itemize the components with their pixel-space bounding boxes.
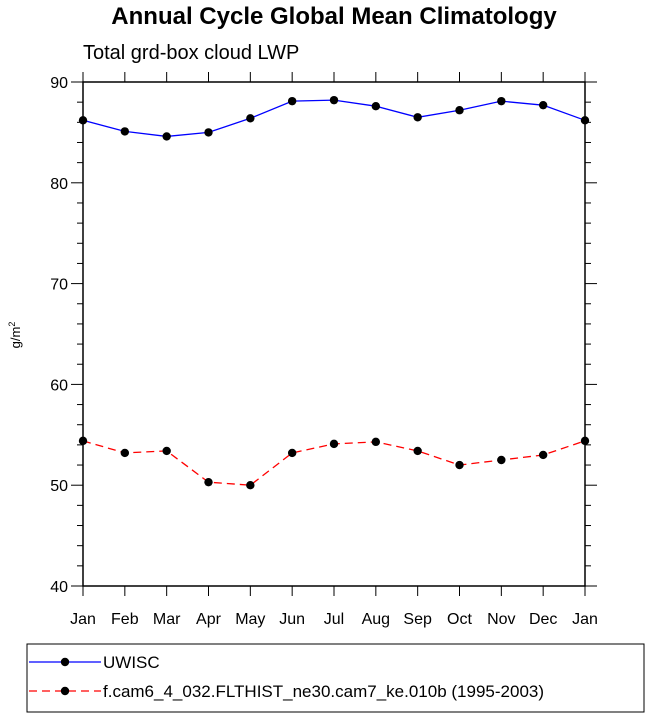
series-0-point [120,127,130,136]
x-tick-label: Jun [279,611,305,628]
series-1-point [497,455,506,465]
series-0-point [329,95,339,105]
series-0-point [538,100,548,110]
y-axis-label-text: g/m [8,327,23,349]
y-tick-label: 80 [50,176,68,193]
series-1-point [455,460,464,470]
y-axis-label-superscript: 2 [7,322,17,327]
series-0-point [455,106,464,115]
legend-marker-0 [60,657,70,667]
y-axis-label: g/m2 [7,322,23,349]
series-1-point [287,448,297,458]
series-0-point [246,114,255,123]
legend-marker-1 [60,686,70,696]
series-0-point [497,96,506,106]
axis-tick-labels: 40 50 60 70 80 90 Jan Feb Mar Apr May Jun Jul Aug Sep O… [50,75,598,628]
x-tick-label: Jan [572,611,598,628]
legend: UWISC f.cam6_4_032.FLTHIST_ne30.cam7_ke.0… [29,653,544,701]
y-tick-label: 70 [50,277,68,294]
chart-title: Annual Cycle Global Mean Climatology [111,3,557,30]
x-tick-label: Feb [111,611,139,628]
series-1-point [371,437,381,447]
legend-label-0: UWISC [103,653,160,672]
legend-label-1: f.cam6_4_032.FLTHIST_ne30.cam7_ke.010b (… [103,682,544,701]
y-tick-label: 40 [50,579,68,596]
series-line-0 [82,99,586,138]
series-0-point [413,113,422,122]
x-tick-label: Dec [529,611,557,628]
series-1-point [246,481,255,490]
series-0-point [162,132,171,141]
y-tick-label: 90 [50,75,68,92]
series-1-point [329,439,339,449]
axis-ticks [71,72,597,596]
x-tick-label: Jan [70,611,96,628]
x-tick-label: May [235,611,265,628]
series-0-point [371,101,381,111]
series-1-point [204,477,213,487]
series-1-point [162,446,171,456]
series-0-point [204,128,213,137]
y-tick-label: 60 [50,377,68,394]
series-layer [78,95,590,490]
series-1-point [413,446,422,456]
x-tick-label: Aug [362,611,390,628]
series-1-point [538,450,548,460]
legend-box [26,643,645,713]
x-tick-label: Oct [447,611,472,628]
svg-text:g/m2: g/m2 [7,322,23,349]
y-tick-label: 50 [50,478,68,495]
series-1-point [120,448,130,458]
x-tick-label: Apr [196,611,222,628]
x-tick-label: Jul [324,611,344,628]
series-0-point [287,96,297,106]
x-tick-label: Sep [403,611,432,628]
plot-frame [82,81,586,587]
x-tick-label: Mar [153,611,181,628]
x-tick-label: Nov [487,611,515,628]
chart-subtitle: Total grd-box cloud LWP [83,42,299,64]
